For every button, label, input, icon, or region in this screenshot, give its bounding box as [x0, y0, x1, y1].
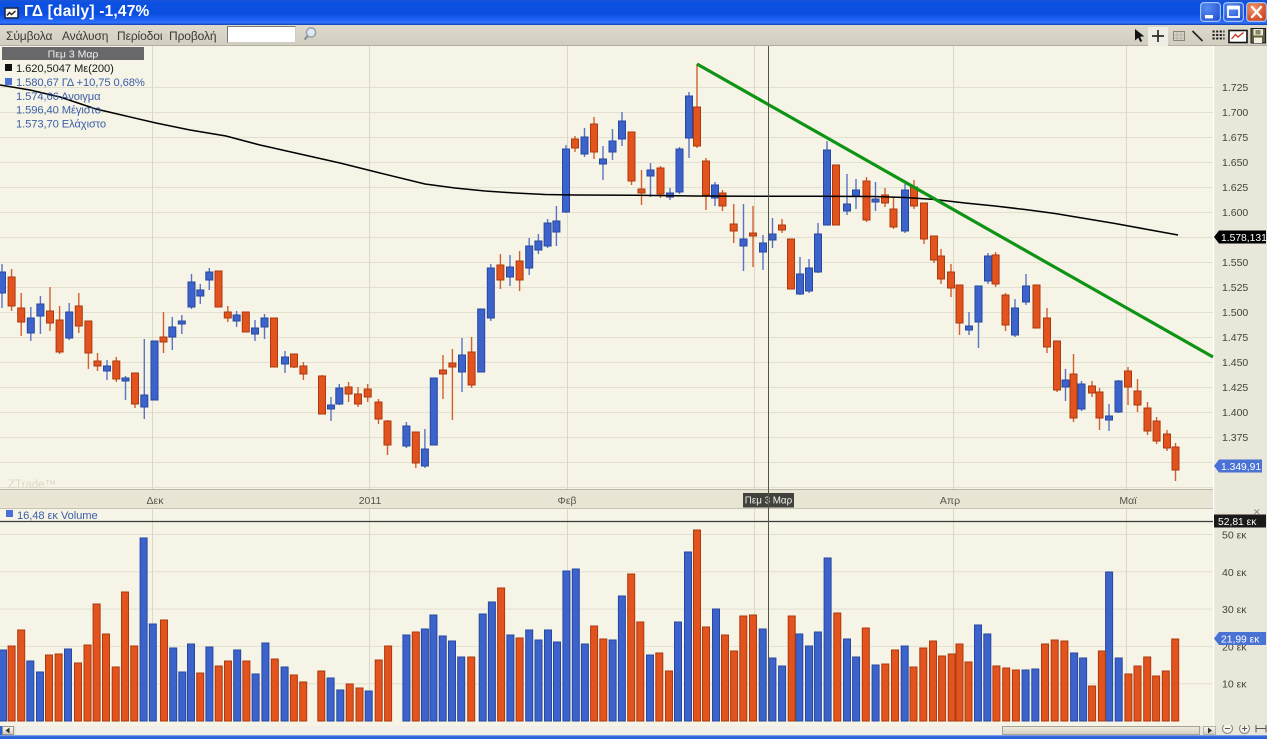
svg-text:✕: ✕ — [1253, 507, 1261, 517]
svg-text:10 εκ: 10 εκ — [1222, 679, 1247, 691]
svg-text:30 εκ: 30 εκ — [1222, 604, 1247, 616]
svg-text:1.573,70 Ελάχιστο: 1.573,70 Ελάχιστο — [16, 119, 106, 131]
svg-text:1.596,40 Μέγιστο: 1.596,40 Μέγιστο — [16, 105, 101, 117]
svg-text:1.574,66 Ανοιγμα: 1.574,66 Ανοιγμα — [16, 91, 101, 103]
svg-text:1.525: 1.525 — [1222, 282, 1248, 294]
svg-text:Φεβ: Φεβ — [557, 495, 576, 507]
svg-text:1.425: 1.425 — [1222, 382, 1248, 394]
svg-text:1.578,131: 1.578,131 — [1221, 233, 1267, 244]
svg-text:Μαϊ: Μαϊ — [1119, 495, 1137, 507]
svg-text:1.375: 1.375 — [1222, 432, 1248, 444]
svg-text:1.625: 1.625 — [1222, 182, 1248, 194]
svg-text:1.700: 1.700 — [1222, 107, 1248, 119]
svg-text:1.725: 1.725 — [1222, 82, 1248, 94]
svg-text:Απρ: Απρ — [940, 495, 960, 507]
svg-text:Πεμ 3 Μαρ: Πεμ 3 Μαρ — [48, 49, 99, 61]
svg-text:1.580,67 ΓΔ +10,75 0,68%: 1.580,67 ΓΔ +10,75 0,68% — [16, 77, 145, 89]
svg-text:1.650: 1.650 — [1222, 157, 1248, 169]
svg-text:1.620,5047 Με(200): 1.620,5047 Με(200) — [16, 63, 114, 75]
svg-text:1.400: 1.400 — [1222, 407, 1248, 419]
svg-text:1.500: 1.500 — [1222, 307, 1248, 319]
svg-text:1.450: 1.450 — [1222, 357, 1248, 369]
svg-text:50 εκ: 50 εκ — [1222, 530, 1247, 542]
svg-text:ZTrade™: ZTrade™ — [8, 479, 56, 491]
svg-text:40 εκ: 40 εκ — [1222, 567, 1247, 579]
svg-text:21,99 εκ: 21,99 εκ — [1221, 635, 1260, 646]
svg-text:2011: 2011 — [359, 495, 382, 507]
svg-text:1.475: 1.475 — [1222, 332, 1248, 344]
svg-text:1.600: 1.600 — [1222, 207, 1248, 219]
svg-text:1.349,91: 1.349,91 — [1221, 462, 1261, 473]
svg-text:52,81 εκ: 52,81 εκ — [1218, 517, 1257, 528]
svg-text:1.675: 1.675 — [1222, 132, 1248, 144]
svg-text:16,48 εκ Volume: 16,48 εκ Volume — [17, 510, 98, 522]
svg-text:1.550: 1.550 — [1222, 257, 1248, 269]
svg-text:Δεκ: Δεκ — [147, 495, 165, 507]
